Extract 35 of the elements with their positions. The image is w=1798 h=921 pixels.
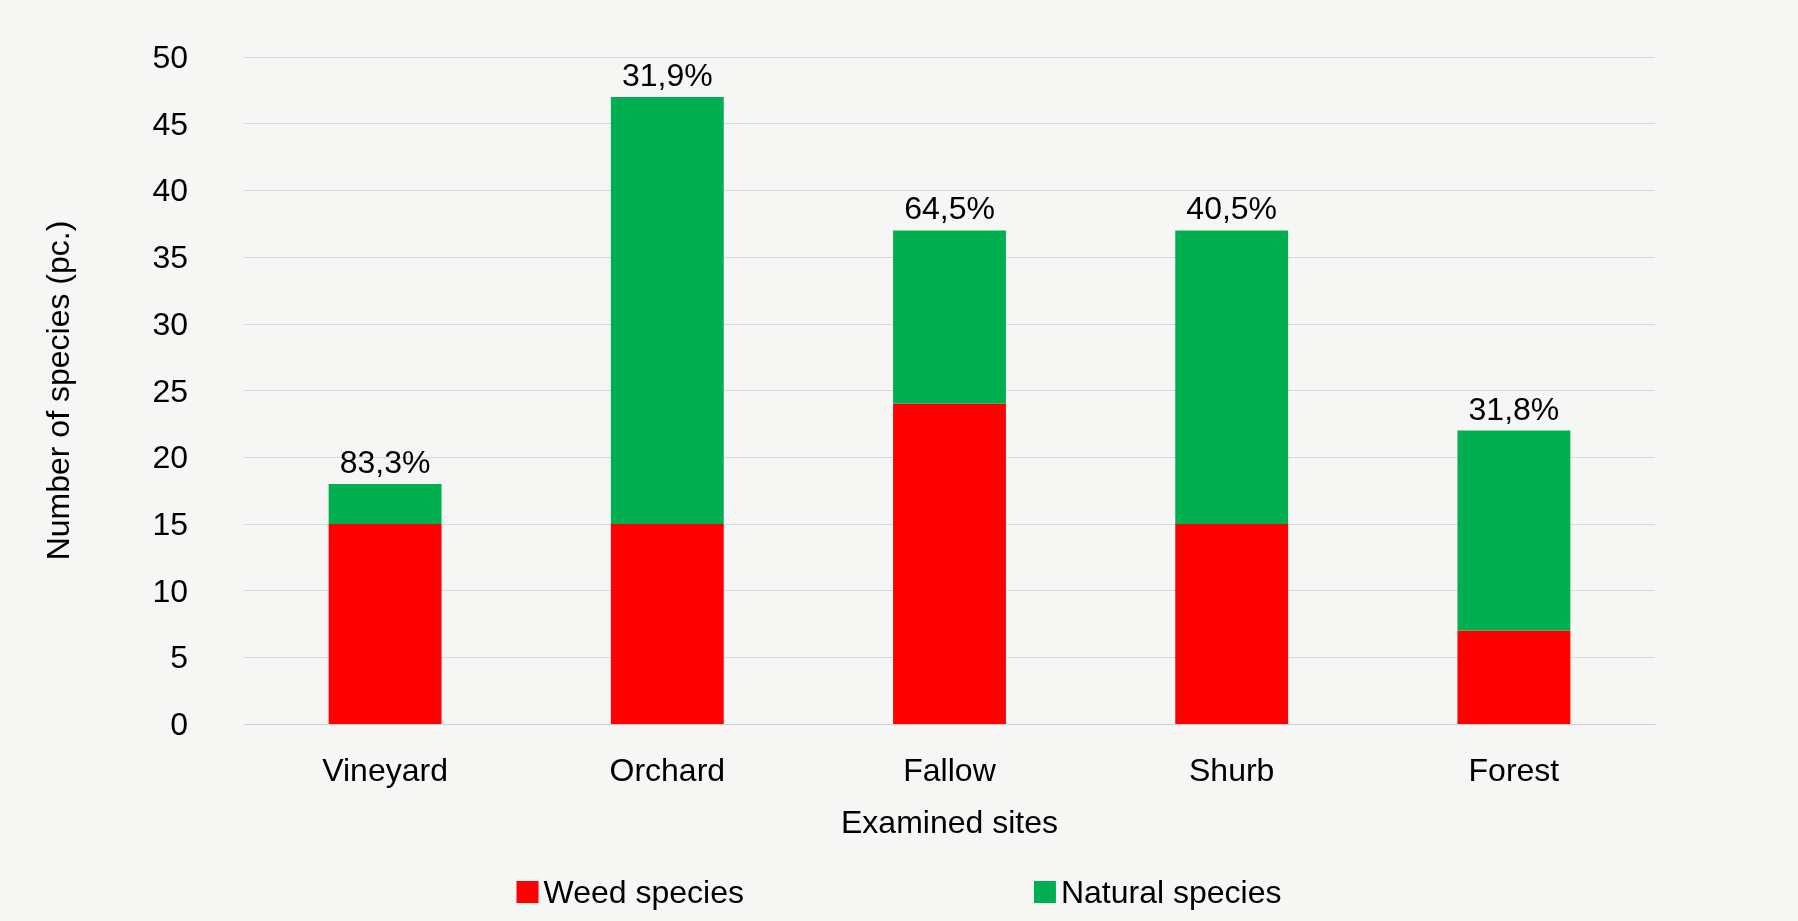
annotation: 31,8%	[1468, 390, 1560, 427]
y-tick-label: 50	[152, 39, 188, 75]
legend-label: Natural species	[1060, 874, 1282, 910]
bar	[1175, 523, 1289, 724]
y-tick-label: 30	[152, 305, 188, 342]
x-tick-label: Shurb	[1189, 752, 1275, 788]
y-axis-title: Number of species (pc.)	[40, 220, 76, 561]
x-tick-label: Fallow	[903, 752, 997, 788]
bar	[1457, 630, 1571, 724]
x-axis-title: Examined sites	[841, 804, 1058, 840]
bar	[610, 97, 724, 524]
y-tick-label: 10	[152, 572, 188, 609]
bar	[1457, 430, 1571, 631]
annotation: 83,3%	[339, 443, 431, 480]
bar	[893, 230, 1006, 404]
y-tick-label: 40	[152, 172, 188, 209]
bar	[328, 483, 442, 524]
y-tick-label: 45	[152, 105, 188, 142]
bar	[328, 523, 442, 724]
y-tick-label: 5	[170, 639, 188, 676]
legend-label: Weed species	[543, 874, 744, 910]
y-tick-label: 25	[152, 372, 188, 409]
x-tick-label: Orchard	[609, 752, 726, 788]
bar	[893, 403, 1006, 724]
annotation: 64,5%	[904, 190, 995, 227]
y-tick-label: 35	[152, 239, 188, 276]
y-tick-label: 20	[152, 439, 188, 476]
annotation: 40,5%	[1186, 190, 1278, 227]
bar	[610, 523, 724, 724]
y-tick-label: 0	[170, 706, 188, 742]
y-tick-label: 15	[152, 505, 188, 542]
x-tick-label: Vineyard	[322, 752, 448, 788]
x-tick-label: Forest	[1468, 752, 1560, 788]
annotation: 31,9%	[621, 57, 713, 94]
bar	[1175, 230, 1289, 524]
